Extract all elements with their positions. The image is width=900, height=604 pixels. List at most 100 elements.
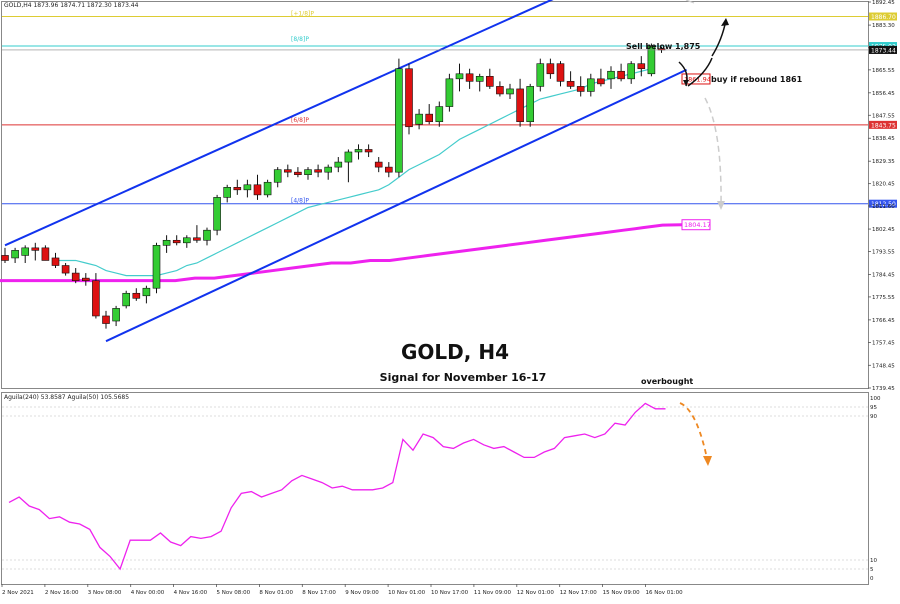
chart-header-symbol: GOLD,H4 1873.96 1874.71 1872.30 1873.44 — [4, 2, 139, 9]
arrow-sell-down-head — [683, 80, 689, 86]
candle-body-59 — [597, 78, 605, 85]
level-lines: [+1/8]P1886.70[8/8]P1875.00[6/8]P1843.75… — [2, 11, 897, 208]
forecast-arrows — [678, 0, 729, 210]
y-tick-label-16: 1748.45 — [872, 363, 895, 369]
candle-body-8 — [82, 277, 90, 281]
sell-annotation: Sell below 1,875 — [626, 42, 701, 51]
y-tick-label-12: 1784.45 — [872, 272, 895, 278]
x-tick-label-9: 10 Nov 01:00 — [388, 590, 426, 596]
y-tick-label-1: 1883.30 — [872, 23, 895, 29]
arrow-target-up-head — [721, 18, 729, 26]
candles — [1, 43, 666, 329]
x-tick-label-3: 4 Nov 00:00 — [131, 590, 165, 596]
ema-fast-line — [55, 68, 652, 277]
y-tick-label-6: 1838.45 — [872, 136, 895, 142]
candle-body-18 — [183, 237, 191, 244]
y-tick-label-9: 1811.60 — [872, 204, 895, 210]
arrow-bearish-head — [717, 201, 725, 210]
candle-body-53 — [536, 63, 545, 87]
x-tick-label-4: 4 Nov 16:00 — [174, 590, 208, 596]
oscillator-panel-frame — [1, 392, 869, 585]
candle-body-48 — [485, 75, 494, 87]
x-tick-label-1: 2 Nov 16:00 — [45, 590, 79, 596]
arrow-buy-up — [687, 57, 713, 87]
ema-slow-group — [0, 223, 683, 283]
candle-body-52 — [526, 86, 535, 123]
osc-tick-label-3: 10 — [870, 558, 877, 564]
level-tag-2: 1843.75 — [871, 122, 896, 129]
y-tick-label-0: 1892.45 — [872, 0, 895, 6]
candle-body-37 — [374, 161, 383, 168]
candle-body-42 — [425, 113, 434, 123]
candle-body-9 — [92, 280, 100, 317]
candle-body-54 — [546, 63, 555, 75]
osc-tick-label-4: 5 — [870, 567, 874, 573]
candle-body-10 — [102, 315, 110, 324]
osc-forecast-arrow — [679, 402, 707, 455]
candle-body-22 — [223, 187, 231, 198]
candle-body-57 — [576, 86, 585, 92]
candle-body-44 — [445, 78, 454, 107]
price-axis: 1892.451883.301874.451865.551856.451847.… — [868, 0, 895, 392]
candle-body-27 — [273, 169, 282, 183]
x-tick-label-6: 8 Nov 01:00 — [259, 590, 293, 596]
candle-body-4 — [41, 247, 50, 261]
candle-body-16 — [162, 239, 171, 246]
level-tag-bg-0 — [869, 12, 897, 21]
candle-body-60 — [607, 70, 615, 80]
y-tick-label-8: 1820.45 — [872, 182, 895, 188]
candle-body-14 — [142, 287, 151, 297]
y-tick-label-5: 1847.55 — [872, 113, 895, 119]
y-tick-label-14: 1766.45 — [872, 318, 895, 324]
candle-body-3 — [31, 247, 40, 251]
x-tick-label-12: 12 Nov 01:00 — [517, 590, 555, 596]
trend-channel — [4, 0, 688, 343]
candle-body-49 — [496, 86, 504, 95]
arrow-top-stub — [685, 0, 695, 4]
candle-body-56 — [566, 81, 575, 87]
osc-tick-label-2: 90 — [870, 414, 877, 420]
price-tag-box-1 — [681, 219, 711, 231]
x-tick-label-15: 16 Nov 01:00 — [646, 590, 684, 596]
level-label-0: [+1/8]P — [291, 11, 314, 18]
osc-forecast-arrow-head — [703, 456, 712, 466]
y-tick-label-15: 1757.45 — [872, 341, 895, 347]
candle-body-2 — [21, 247, 30, 256]
level-label-2: [6/8]P — [291, 117, 309, 124]
y-tick-label-10: 1802.45 — [872, 227, 895, 233]
candle-body-23 — [233, 187, 242, 191]
candle-body-63 — [637, 63, 646, 70]
level-tag-bg-2 — [869, 120, 897, 129]
x-tick-label-5: 5 Nov 08:00 — [217, 590, 251, 596]
y-tick-label-13: 1775.55 — [872, 295, 895, 301]
candle-body-12 — [122, 292, 130, 307]
y-tick-label-3: 1865.55 — [872, 68, 895, 74]
candle-body-11 — [112, 308, 120, 322]
candle-body-50 — [506, 88, 514, 95]
candle-body-0 — [1, 255, 9, 261]
level-tag-3: 1812.50 — [871, 201, 896, 208]
candle-body-1 — [11, 250, 19, 259]
y-tick-label-17: 1739.45 — [872, 386, 895, 392]
buy-annotation: buy if rebound 1861 — [711, 75, 803, 84]
price-tag-1: 1804.17 — [684, 221, 711, 229]
x-tick-label-14: 15 Nov 09:00 — [603, 590, 641, 596]
level-tag-0: 1886.70 — [871, 14, 896, 21]
osc-tick-label-0: 100 — [870, 396, 881, 402]
candle-body-15 — [152, 245, 161, 289]
candle-body-36 — [364, 149, 373, 153]
candle-body-58 — [586, 78, 595, 92]
candle-body-64 — [647, 45, 656, 75]
candle-body-55 — [556, 63, 565, 82]
candle-body-21 — [213, 197, 221, 231]
candle-body-45 — [455, 73, 464, 80]
candle-body-61 — [617, 70, 625, 80]
level-label-3: [4/8]P — [291, 198, 309, 205]
y-tick-label-7: 1829.35 — [872, 159, 895, 165]
candle-body-33 — [334, 161, 343, 168]
main-panel-frame — [1, 1, 869, 389]
ema-slow-line — [0, 223, 683, 283]
time-axis: 2 Nov 2021 2 Nov 16:00 3 Nov 08:00 4 Nov 00… — [1, 584, 684, 596]
